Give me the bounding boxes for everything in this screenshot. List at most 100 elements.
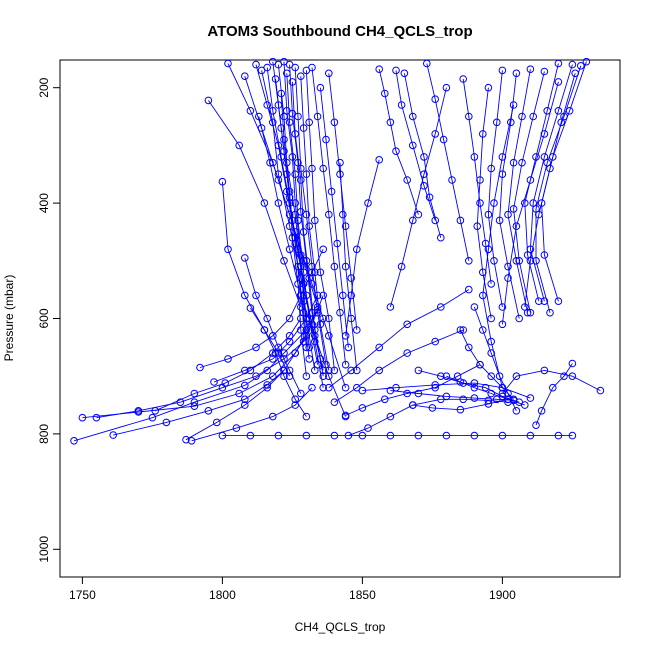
data-point bbox=[512, 69, 521, 78]
data-point bbox=[325, 69, 333, 78]
data-point bbox=[305, 222, 314, 230]
data-point bbox=[285, 245, 294, 254]
data-point bbox=[487, 349, 496, 357]
series-line bbox=[208, 100, 302, 308]
data-point bbox=[263, 383, 272, 392]
data-point bbox=[302, 372, 311, 381]
data-point bbox=[341, 262, 350, 271]
data-point bbox=[327, 187, 336, 196]
data-point bbox=[291, 228, 300, 236]
data-point bbox=[322, 135, 330, 144]
data-point bbox=[190, 398, 199, 407]
data-point bbox=[339, 291, 347, 300]
data-point bbox=[484, 83, 493, 92]
data-point bbox=[299, 268, 308, 277]
series-line bbox=[403, 73, 442, 238]
data-point bbox=[313, 112, 322, 121]
data-point bbox=[549, 153, 557, 161]
data-point bbox=[274, 176, 283, 184]
data-point bbox=[148, 413, 157, 422]
data-point bbox=[568, 359, 577, 368]
data-point bbox=[308, 308, 316, 317]
series-line bbox=[221, 181, 291, 377]
data-point bbox=[526, 65, 535, 73]
data-point bbox=[78, 413, 87, 422]
data-point bbox=[568, 60, 577, 69]
data-point bbox=[526, 257, 535, 265]
y-tick-label: 800 bbox=[37, 424, 51, 444]
data-point bbox=[439, 135, 448, 144]
data-point bbox=[336, 308, 344, 317]
data-point bbox=[336, 158, 344, 167]
data-point bbox=[311, 337, 319, 346]
data-point bbox=[554, 59, 563, 68]
data-point bbox=[537, 407, 546, 415]
data-point bbox=[403, 349, 412, 357]
series-line bbox=[199, 249, 324, 368]
data-point bbox=[540, 251, 549, 259]
data-point bbox=[325, 332, 333, 340]
series-line bbox=[345, 364, 481, 416]
data-point bbox=[521, 303, 529, 311]
series-line bbox=[73, 309, 318, 442]
data-point bbox=[431, 95, 440, 103]
data-point bbox=[409, 216, 417, 225]
series-line bbox=[155, 318, 302, 412]
data-point bbox=[297, 326, 305, 334]
data-point bbox=[294, 216, 302, 225]
data-point bbox=[386, 431, 395, 440]
data-point bbox=[465, 112, 473, 121]
data-point bbox=[325, 366, 333, 375]
data-point bbox=[512, 257, 521, 265]
data-point bbox=[246, 431, 255, 440]
data-point bbox=[280, 366, 288, 375]
data-point bbox=[403, 176, 412, 184]
chart-title: ATOM3 Southbound CH4_QCLS_trop bbox=[207, 23, 472, 40]
data-point bbox=[495, 216, 504, 225]
series-60 bbox=[532, 359, 577, 430]
data-point bbox=[263, 366, 272, 375]
data-point bbox=[341, 411, 350, 420]
data-point bbox=[210, 378, 218, 386]
data-point bbox=[596, 386, 605, 395]
series-line bbox=[185, 335, 307, 441]
data-point bbox=[476, 176, 484, 184]
data-point bbox=[305, 343, 314, 352]
data-point bbox=[535, 210, 543, 219]
series-line bbox=[96, 318, 324, 419]
data-point bbox=[473, 222, 482, 230]
x-tick-label: 1850 bbox=[349, 588, 376, 602]
data-point bbox=[437, 233, 445, 242]
data-point bbox=[465, 257, 473, 265]
data-point bbox=[294, 112, 302, 121]
data-point bbox=[397, 262, 406, 271]
data-point bbox=[540, 297, 549, 306]
series-line bbox=[426, 63, 470, 261]
series-line bbox=[541, 61, 587, 302]
series-line bbox=[244, 257, 302, 394]
series-line bbox=[482, 104, 515, 388]
data-point bbox=[490, 257, 498, 265]
data-point bbox=[246, 304, 255, 312]
data-point bbox=[504, 398, 512, 407]
data-point bbox=[431, 337, 440, 346]
data-point bbox=[285, 187, 294, 196]
data-point bbox=[532, 421, 540, 430]
series-12 bbox=[241, 254, 305, 398]
data-point bbox=[403, 320, 412, 329]
data-point bbox=[353, 383, 361, 392]
data-point bbox=[498, 66, 507, 75]
data-point bbox=[302, 431, 311, 440]
series-layer bbox=[70, 57, 605, 445]
data-point bbox=[218, 431, 227, 440]
data-point bbox=[509, 158, 518, 167]
data-point bbox=[319, 245, 328, 254]
data-point bbox=[498, 431, 507, 440]
data-point bbox=[302, 170, 311, 178]
y-axis: 200 400 600 800 1000 bbox=[37, 77, 61, 563]
data-point bbox=[498, 320, 507, 329]
data-point bbox=[381, 395, 389, 404]
data-point bbox=[271, 75, 280, 83]
data-point bbox=[182, 435, 190, 444]
